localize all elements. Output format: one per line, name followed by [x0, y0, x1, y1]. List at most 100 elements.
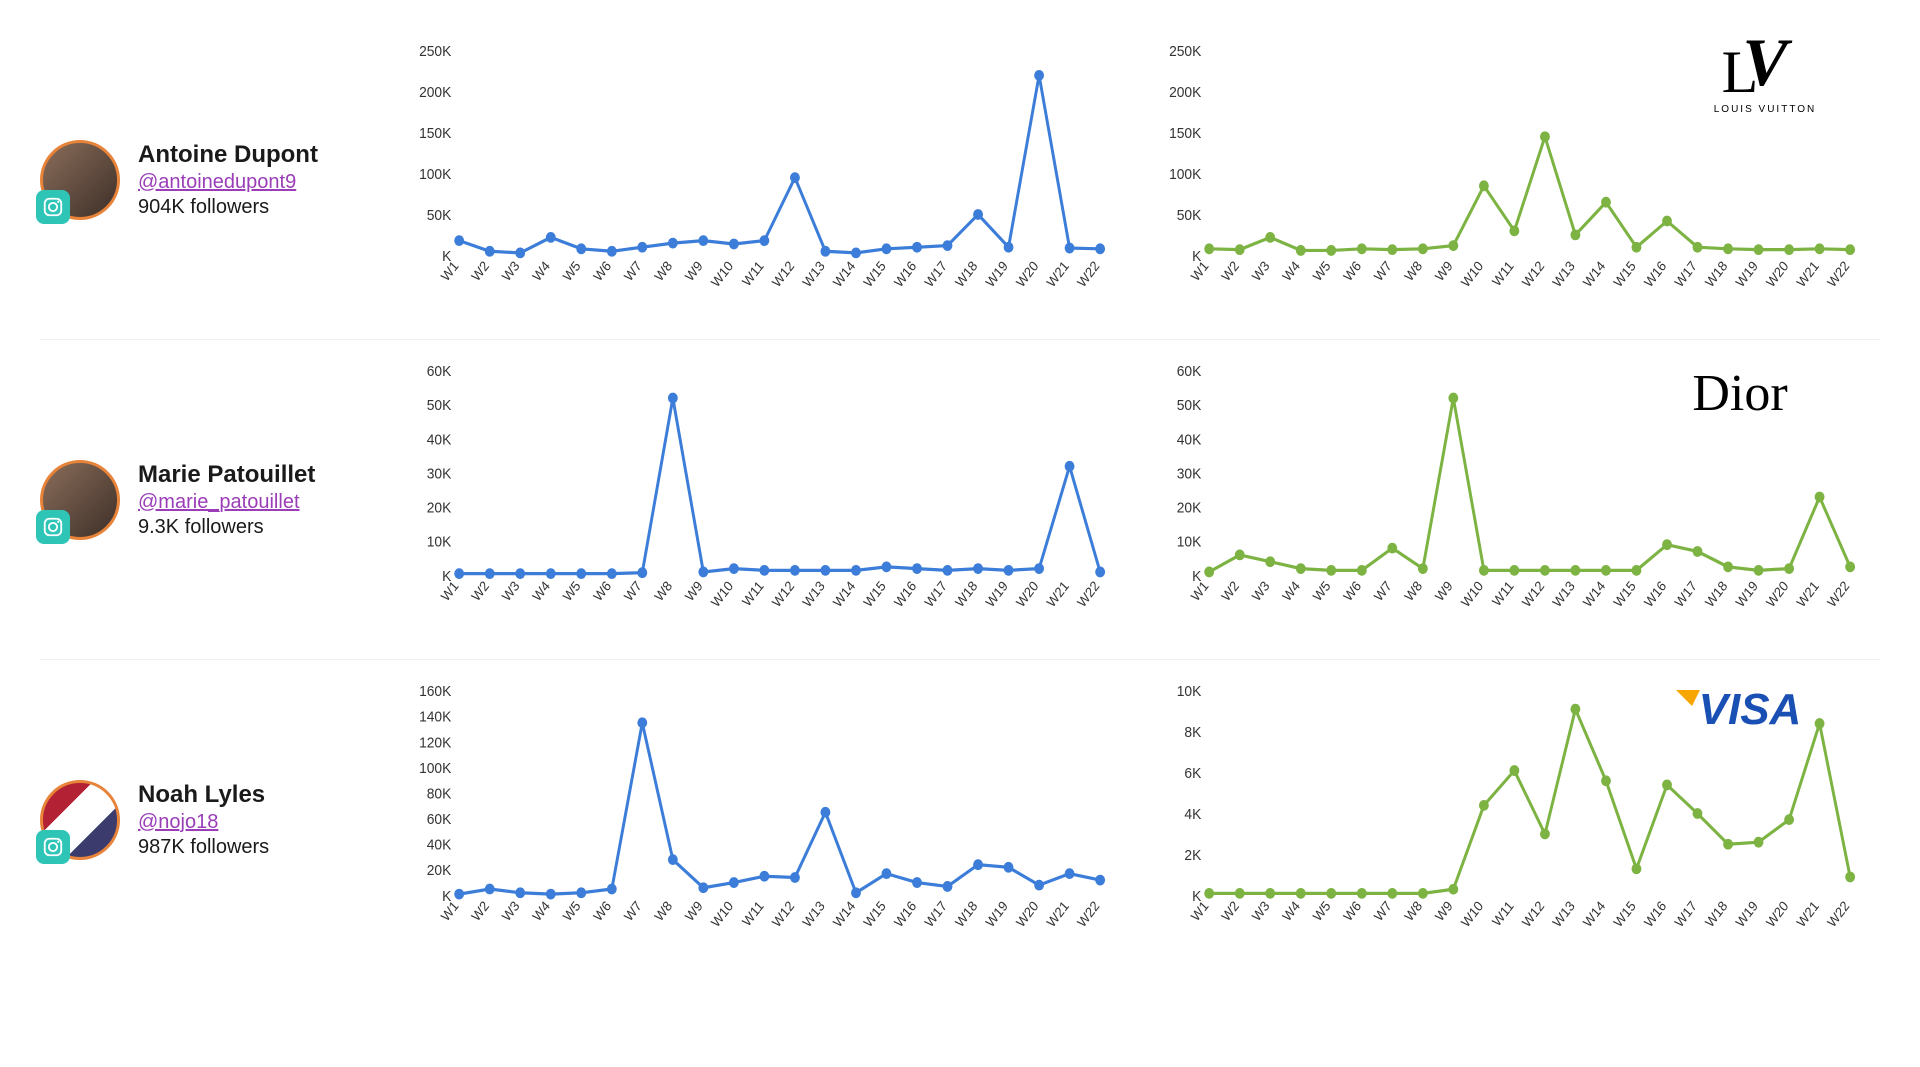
- svg-text:W11: W11: [1489, 258, 1516, 289]
- influencer-name: Marie Patouillet: [138, 461, 315, 489]
- svg-text:W4: W4: [1280, 898, 1304, 925]
- svg-text:W14: W14: [1580, 898, 1608, 931]
- svg-text:30K: 30K: [1177, 465, 1202, 482]
- influencer-name: Noah Lyles: [138, 781, 269, 809]
- svg-text:140K: 140K: [419, 709, 452, 726]
- svg-text:W12: W12: [769, 258, 797, 290]
- svg-text:W13: W13: [800, 578, 828, 610]
- svg-text:W16: W16: [891, 898, 919, 930]
- svg-text:W10: W10: [708, 258, 736, 290]
- svg-text:10K: 10K: [1177, 534, 1202, 551]
- svg-text:W4: W4: [530, 898, 554, 925]
- follower-count: 9.3K followers: [138, 516, 315, 539]
- svg-text:W20: W20: [1013, 258, 1041, 290]
- avatar: [40, 780, 120, 860]
- svg-text:W4: W4: [1280, 257, 1304, 284]
- svg-text:W2: W2: [469, 898, 492, 924]
- svg-text:W12: W12: [769, 578, 797, 610]
- profile-block: Noah Lyles @nojo18 987K followers: [40, 780, 380, 860]
- svg-text:W10: W10: [708, 578, 736, 610]
- svg-text:250K: 250K: [419, 43, 452, 60]
- svg-text:W15: W15: [861, 578, 889, 610]
- svg-text:10K: 10K: [427, 534, 452, 551]
- svg-text:60K: 60K: [427, 363, 452, 380]
- svg-text:30K: 30K: [427, 465, 452, 482]
- svg-text:W3: W3: [1249, 578, 1272, 604]
- svg-text:W12: W12: [1519, 578, 1547, 610]
- avatar: [40, 140, 120, 220]
- svg-text:200K: 200K: [1169, 84, 1202, 101]
- svg-text:W7: W7: [1371, 898, 1394, 924]
- influencer-row: Marie Patouillet @marie_patouillet 9.3K …: [40, 340, 1880, 660]
- svg-text:4K: 4K: [1184, 806, 1201, 823]
- svg-text:W18: W18: [1702, 578, 1730, 610]
- svg-text:W2: W2: [1219, 258, 1242, 284]
- svg-text:W12: W12: [769, 898, 797, 930]
- svg-text:W22: W22: [1074, 578, 1102, 610]
- svg-text:W15: W15: [1611, 578, 1639, 610]
- svg-text:W12: W12: [1519, 258, 1547, 290]
- svg-text:W10: W10: [708, 898, 736, 930]
- influencer-handle[interactable]: @marie_patouillet: [138, 491, 315, 514]
- svg-text:W20: W20: [1763, 578, 1791, 610]
- svg-text:250K: 250K: [1169, 43, 1202, 60]
- svg-text:W13: W13: [1550, 578, 1578, 610]
- svg-text:W6: W6: [591, 578, 614, 604]
- profile-block: Antoine Dupont @antoinedupont9 904K foll…: [40, 140, 380, 220]
- svg-text:200K: 200K: [419, 84, 452, 101]
- svg-text:W21: W21: [1044, 898, 1072, 930]
- svg-text:100K: 100K: [419, 166, 452, 183]
- svg-text:W13: W13: [800, 258, 828, 290]
- svg-text:W18: W18: [952, 898, 980, 930]
- svg-text:6K: 6K: [1184, 765, 1201, 782]
- svg-text:W12: W12: [1519, 898, 1547, 930]
- svg-text:W5: W5: [1310, 578, 1333, 604]
- svg-text:50K: 50K: [1177, 397, 1202, 414]
- influencer-handle[interactable]: @nojo18: [138, 811, 269, 834]
- svg-text:W7: W7: [621, 578, 644, 604]
- svg-text:W19: W19: [1733, 898, 1761, 930]
- svg-text:150K: 150K: [419, 125, 452, 142]
- svg-text:W17: W17: [922, 578, 950, 610]
- influencer-handle[interactable]: @antoinedupont9: [138, 171, 318, 194]
- svg-text:W11: W11: [1489, 578, 1516, 609]
- svg-text:100K: 100K: [1169, 166, 1202, 183]
- svg-text:50K: 50K: [1177, 207, 1202, 224]
- svg-text:W5: W5: [1310, 258, 1333, 284]
- svg-text:W8: W8: [652, 258, 675, 284]
- svg-text:W4: W4: [530, 257, 554, 284]
- svg-text:W19: W19: [1733, 578, 1761, 610]
- chart-right: VISA K2K4K6K8K10K W1W2W3W4W5W6W7W8W9W10W…: [1150, 680, 1860, 960]
- follower-count: 904K followers: [138, 196, 318, 219]
- svg-text:W8: W8: [652, 578, 675, 604]
- brand-logo-dior: Dior: [1650, 360, 1830, 435]
- svg-text:W22: W22: [1824, 898, 1852, 930]
- svg-text:W16: W16: [891, 258, 919, 290]
- svg-text:W21: W21: [1044, 258, 1072, 290]
- svg-text:100K: 100K: [419, 760, 452, 777]
- svg-text:W18: W18: [1702, 898, 1730, 930]
- svg-text:W5: W5: [560, 258, 583, 284]
- svg-text:W8: W8: [1402, 258, 1425, 284]
- svg-text:W11: W11: [1489, 898, 1516, 929]
- instagram-icon: [36, 190, 70, 224]
- svg-text:W17: W17: [1672, 898, 1700, 930]
- svg-text:W5: W5: [1310, 898, 1333, 924]
- svg-text:W14: W14: [830, 577, 858, 610]
- svg-text:W14: W14: [1580, 577, 1608, 610]
- svg-text:W3: W3: [499, 258, 522, 284]
- svg-text:W17: W17: [1672, 578, 1700, 610]
- svg-text:W7: W7: [621, 258, 644, 284]
- svg-text:W20: W20: [1013, 898, 1041, 930]
- svg-text:Dior: Dior: [1692, 365, 1787, 422]
- svg-text:W21: W21: [1794, 578, 1822, 610]
- svg-text:W10: W10: [1458, 578, 1486, 610]
- svg-text:W18: W18: [1702, 258, 1730, 290]
- svg-text:W8: W8: [1402, 898, 1425, 924]
- chart-left: K50K100K150K200K250K W1W2W3W4W5W6W7W8W9W…: [400, 40, 1110, 320]
- svg-text:W11: W11: [739, 578, 766, 609]
- svg-text:W7: W7: [1371, 258, 1394, 284]
- svg-text:W9: W9: [1432, 258, 1455, 284]
- svg-text:W6: W6: [591, 258, 614, 284]
- svg-text:W4: W4: [1280, 577, 1304, 604]
